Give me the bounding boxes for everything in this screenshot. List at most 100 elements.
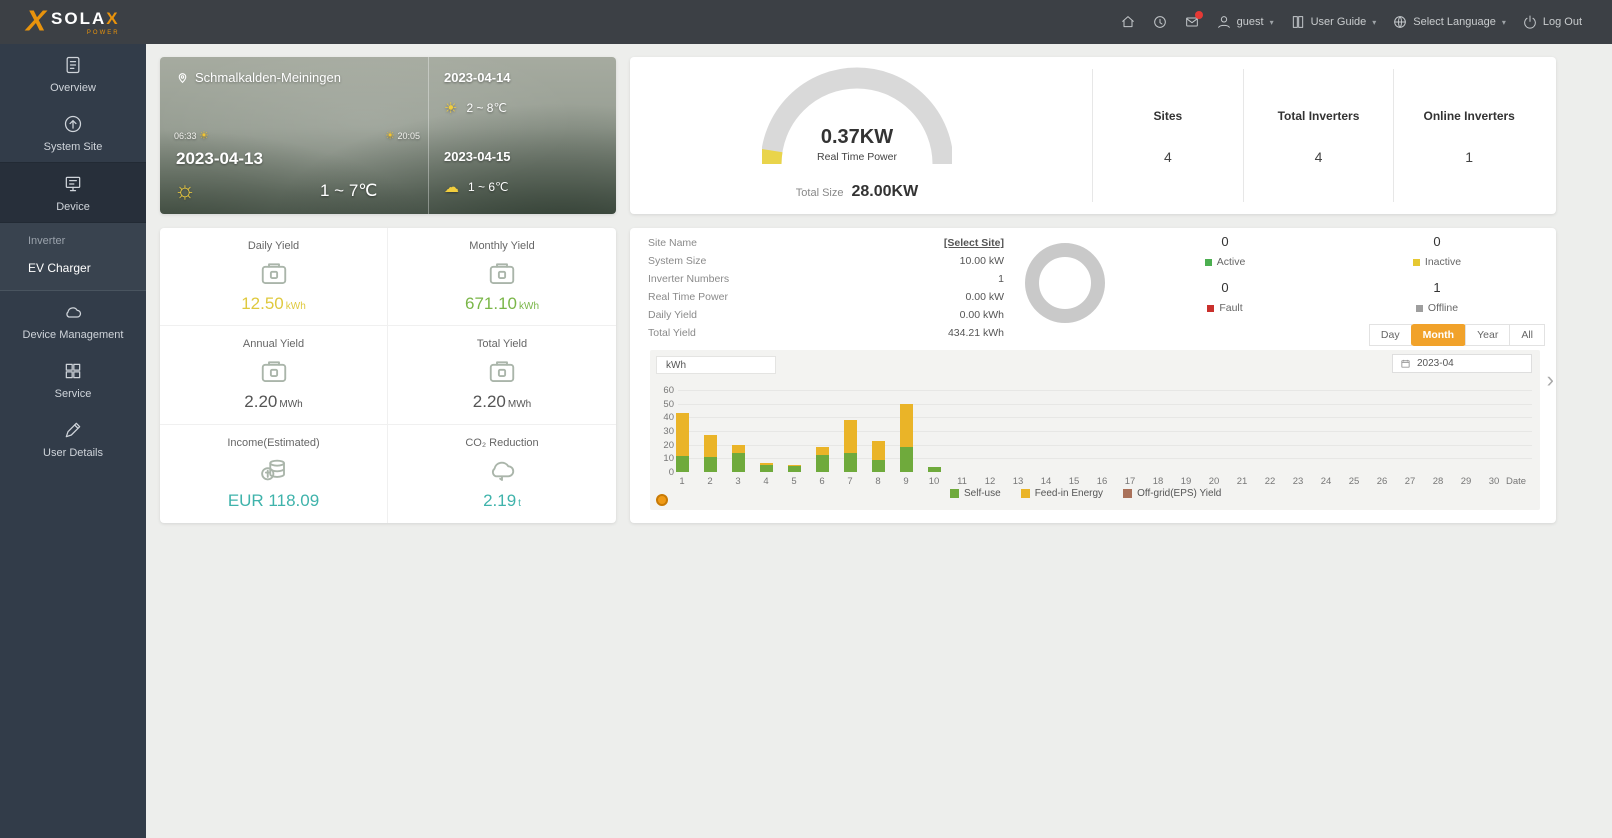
cloud-icon: ☁: [444, 179, 459, 196]
logout-icon: [1522, 14, 1538, 30]
bar-self-use: [759, 465, 773, 472]
x-tick: 4: [763, 476, 769, 487]
bar-feed-in: [731, 444, 745, 453]
x-tick: 13: [1012, 476, 1024, 487]
user-menu[interactable]: guest ▾: [1216, 14, 1274, 30]
sidebar-item-service[interactable]: Service: [0, 350, 146, 409]
solax-x-icon: X: [26, 5, 46, 38]
real-time-power-gauge: 0.37KW Real Time Power: [762, 67, 952, 171]
service-icon: [63, 361, 83, 381]
x-tick: 10: [928, 476, 940, 487]
legend-off-grid-eps-yield: Off-grid(EPS) Yield: [1123, 488, 1221, 499]
stat-label: Online Inverters: [1423, 109, 1515, 123]
bar-feed-in: [899, 403, 913, 448]
yield-cell-income-estimated: Income(Estimated) EUR 118.09: [160, 424, 388, 523]
site-info-value: 0.00 kWh: [959, 309, 1004, 321]
status-color-square: [1204, 258, 1212, 266]
x-tick: 28: [1432, 476, 1444, 487]
status-label: Fault: [1155, 302, 1295, 314]
sidebar-item-label: Device: [56, 201, 90, 213]
chevron-down-icon: ▾: [1269, 17, 1274, 27]
yield-value: 2.20 MWh: [244, 392, 303, 412]
select-site-link[interactable]: [Select Site]: [943, 237, 1004, 249]
language-label: Select Language: [1413, 16, 1496, 28]
bar-feed-in: [675, 413, 689, 456]
x-tick: 1: [679, 476, 685, 487]
submenu-item-ev-charger[interactable]: EV Charger: [28, 261, 91, 275]
yield-label: CO₂ Reduction: [465, 436, 539, 449]
weather-card: Schmalkalden-Meiningen 06:33 ☀ ☀ 20:05 2…: [160, 57, 616, 214]
device-icon: [63, 174, 83, 194]
user-guide-icon: [1290, 14, 1306, 30]
site-info-row-total-yield: Total Yield 434.21 kWh: [648, 327, 1004, 339]
username: guest: [1236, 16, 1264, 28]
status-label: Active: [1155, 256, 1295, 268]
sidebar-item-label: System Site: [43, 141, 103, 153]
legend-color-square: [950, 489, 959, 498]
bar-self-use: [899, 447, 913, 472]
bar-self-use: [787, 465, 801, 472]
co2-icon: [388, 455, 616, 487]
user-icon: [1216, 14, 1232, 30]
forecast-date-1: 2023-04-14: [444, 70, 511, 85]
sidebar-item-device[interactable]: Device: [0, 162, 146, 223]
x-tick: 19: [1180, 476, 1192, 487]
forecast-row-2: ☁ 1 ~ 6℃: [444, 179, 509, 196]
carousel-dot[interactable]: [656, 494, 668, 506]
weather-divider: [428, 57, 429, 214]
x-tick: 30: [1488, 476, 1500, 487]
bar-feed-in: [871, 440, 885, 460]
gauge-progress: [762, 148, 783, 165]
unit-select[interactable]: kWh: [656, 356, 776, 374]
language-menu[interactable]: Select Language ▾: [1392, 14, 1506, 30]
x-tick: 9: [903, 476, 909, 487]
alarm-icon[interactable]: [1152, 14, 1168, 30]
sidebar-item-overview[interactable]: Overview: [0, 44, 146, 103]
overview-icon: [63, 55, 83, 75]
tab-all[interactable]: All: [1509, 324, 1545, 346]
tab-month[interactable]: Month: [1410, 324, 1467, 346]
site-info-value: 0.00 kW: [965, 291, 1004, 303]
submenu-item-inverter[interactable]: Inverter: [28, 235, 66, 247]
logout-button[interactable]: Log Out: [1522, 14, 1582, 30]
legend-color-square: [1020, 489, 1030, 498]
site-info-label: Site Name: [648, 237, 698, 249]
yield-value: 671.10 kWh: [465, 294, 539, 313]
sidebar-item-user-details[interactable]: User Details: [0, 409, 146, 468]
site-panel: Day Month Year All kWh 2023-04 0 10 20 30 40 50 6…: [630, 228, 1556, 523]
bar-self-use: [843, 452, 857, 472]
bar-self-use: [815, 454, 829, 472]
y-tick: 60: [663, 385, 674, 396]
sidebar-item-device-management[interactable]: Device Management: [0, 291, 146, 350]
status-donut-chart: [1025, 243, 1105, 323]
legend-feed-in-energy: Feed-in Energy: [1020, 488, 1103, 499]
status-count: 1: [1433, 280, 1441, 295]
x-tick: 7: [847, 476, 853, 487]
yield-card: Daily Yield 12.50 kWh Monthly Yield 671.10 kW…: [160, 228, 616, 523]
tab-day[interactable]: Day: [1368, 324, 1412, 346]
status-inactive: 0 Inactive: [1367, 234, 1507, 268]
user-guide-label: User Guide: [1310, 16, 1367, 28]
status-color-square: [1412, 258, 1420, 266]
yield-label: Total Yield: [476, 338, 528, 351]
notification-badge: [1194, 11, 1203, 19]
next-site-chevron[interactable]: ›: [1546, 367, 1554, 392]
x-tick: 2: [707, 476, 713, 487]
tab-year[interactable]: Year: [1465, 324, 1511, 346]
logout-label: Log Out: [1542, 16, 1582, 28]
status-offline: 1 Offline: [1367, 280, 1507, 314]
user-guide-menu[interactable]: User Guide ▾: [1290, 14, 1376, 30]
summary-card: 0.37KW Real Time Power Total Size 28.00KW…: [630, 57, 1556, 214]
forecast-row-1: ☀ 2 ~ 8℃: [444, 100, 507, 117]
chart-legend: Self-use Feed-in Energy Off-grid(EPS) Yiel…: [950, 488, 1221, 499]
sidebar-item-system-site[interactable]: System Site: [0, 103, 146, 162]
notification-icon[interactable]: [1184, 11, 1203, 30]
status-fault: 0 Fault: [1155, 280, 1295, 314]
sunrise-icon: ☀: [199, 130, 209, 142]
x-tick: 12: [984, 476, 996, 487]
date-picker[interactable]: 2023-04: [1392, 354, 1532, 373]
home-icon[interactable]: [1120, 14, 1136, 30]
stat-sites: Sites 4: [1092, 69, 1243, 202]
x-tick: 11: [957, 476, 967, 487]
gridline: [678, 431, 1532, 432]
